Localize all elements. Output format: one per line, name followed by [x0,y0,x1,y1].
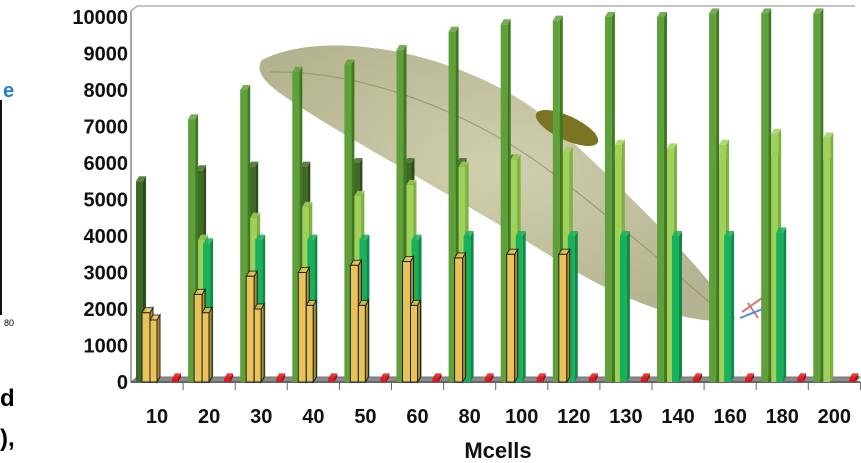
x-tick-label: 40 [302,406,324,428]
bar-6-140 [693,373,702,382]
bar-2-200 [823,132,834,382]
bar-6-50 [380,373,390,382]
y-tick-label: 3000 [84,263,129,285]
bar-1-130 [604,12,615,382]
y-tick-label: 6000 [84,153,129,175]
bar-6-10 [172,373,181,382]
x-tick-label: 60 [406,406,428,428]
bar-6-40 [328,373,338,382]
bar-6-60 [432,373,442,382]
y-axis-ticks: 0 1000 2000 3000 4000 5000 6000 7000 8000 9000 100… [72,7,129,394]
x-tick-label: 160 [713,406,746,428]
x-tick-label: 50 [354,406,376,428]
bar-3-80 [463,231,474,382]
y-tick-label: 2000 [84,299,129,321]
bar-5-20 [201,305,213,384]
bar-1-140 [657,12,667,382]
bar-1-160 [709,8,720,382]
bar-6-200 [849,373,859,382]
bar-6-80 [484,373,494,382]
x-tick-label: 30 [250,406,272,428]
x-tick-label: 130 [609,406,642,428]
axis-gizmo-z [739,307,766,319]
left-edge-fragments: e 80 d ), [0,0,18,463]
x-tick-label: 100 [505,406,538,428]
bar-5-60 [409,298,422,384]
x-tick-label: 80 [459,406,481,428]
bar-6-130 [640,373,650,382]
bar-3-180 [776,227,787,382]
bar-1-200 [813,8,824,382]
bar-5-30 [253,302,266,384]
x-axis-ticks: 10 20 30 40 50 60 80 100 120 130 140 160 180 200 [146,382,861,428]
x-axis-title: Mcells [464,438,531,463]
bar-3-130 [619,231,630,382]
x-tick-label: 10 [146,406,168,428]
bar-6-30 [276,373,286,382]
axis-gizmo [741,297,763,319]
bars-layer [136,8,859,384]
y-tick-label: 4000 [84,226,129,248]
bar-6-160 [745,373,755,382]
bar-3-140 [672,231,682,382]
bar-3-100 [515,231,526,382]
bar-6-120 [588,373,598,382]
cropped-letter: e [3,80,15,102]
y-tick-label: 0 [117,372,128,394]
x-tick-label: 120 [557,406,590,428]
x-tick-label: 140 [661,406,694,428]
bar-1-180 [761,8,772,382]
bar-5-10 [149,313,161,384]
cropped-text-line2: ), [0,425,15,452]
y-tick-label: 9000 [84,44,129,66]
x-tick-label: 180 [766,406,799,428]
bar-6-180 [797,373,807,382]
y-tick-label: 7000 [84,117,129,139]
cropped-divider [0,100,2,315]
y-tick-label: 8000 [84,80,129,102]
y-tick-label: 1000 [84,336,129,358]
bar-6-20 [224,373,234,382]
bar-5-40 [305,298,318,384]
bar-5-50 [357,298,370,384]
x-tick-label: 200 [818,406,851,428]
bar-4-120 [557,247,571,384]
bar-6-100 [536,373,546,382]
y-tick-label: 5000 [84,190,129,212]
cropped-text-line1: d [0,385,15,412]
x-tick-label: 20 [198,406,220,428]
cropped-tiny-text: 80 [4,318,15,328]
dish-feed [535,109,599,147]
y-tick-label: 10000 [72,7,128,29]
bar-3-160 [724,231,735,382]
back-wall-edge [130,5,855,12]
bar-4-100 [505,247,519,384]
bar-3-120 [567,231,578,382]
bar-4-80 [453,251,467,384]
